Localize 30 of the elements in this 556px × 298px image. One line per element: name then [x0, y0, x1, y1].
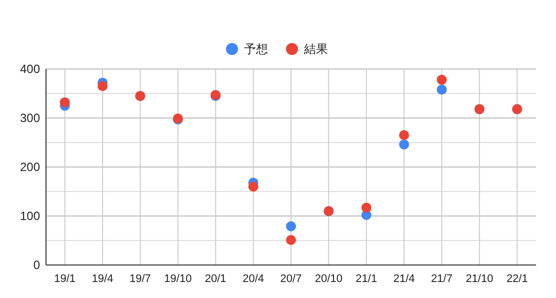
legend-label: 予想 — [244, 42, 268, 56]
point — [436, 74, 447, 85]
x-tick-label: 19/10 — [164, 273, 192, 285]
x-tick-label: 19/7 — [130, 273, 151, 285]
x-tick-label: 20/4 — [242, 273, 264, 285]
y-tick-label: 0 — [33, 258, 40, 272]
point — [399, 139, 410, 150]
x-tick-label: 21/7 — [431, 273, 452, 285]
point — [60, 97, 70, 108]
y-tick-label: 300 — [20, 111, 40, 125]
point — [399, 130, 410, 140]
x-tick-label: 19/1 — [54, 273, 76, 285]
point — [436, 84, 447, 95]
legend-label: 結果 — [303, 42, 328, 56]
point — [98, 81, 108, 92]
y-tick-label: 200 — [20, 160, 40, 174]
x-tick-label: 20/7 — [280, 273, 302, 285]
x-tick-label: 21/10 — [466, 273, 494, 285]
x-tick-label: 21/4 — [393, 273, 415, 285]
point — [361, 202, 372, 213]
x-tick-label: 21/1 — [356, 273, 378, 285]
y-tick-label: 400 — [20, 62, 40, 76]
point — [286, 221, 296, 232]
x-tick-label: 19/4 — [92, 273, 114, 285]
y-tick-label: 100 — [20, 209, 40, 223]
point — [286, 235, 296, 246]
point — [248, 182, 258, 192]
x-tick-label: 20/1 — [204, 273, 226, 285]
x-tick-label: 20/10 — [314, 273, 342, 285]
x-tick-label: 22/1 — [506, 273, 528, 285]
